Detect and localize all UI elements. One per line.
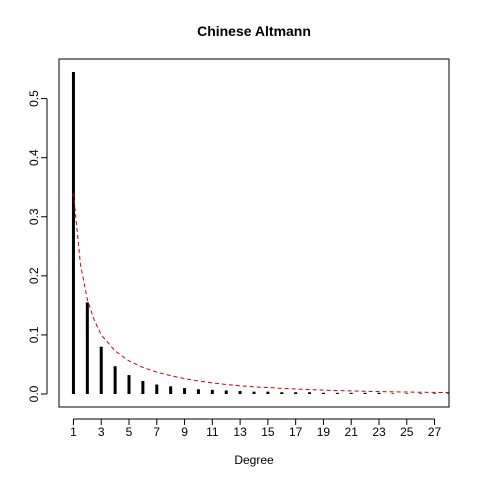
y-tick-label: 0.1 — [27, 326, 41, 343]
data-layer — [71, 71, 449, 395]
x-tick-label: 25 — [400, 425, 414, 439]
x-axis-title: Degree — [234, 453, 274, 467]
x-tick-label: 1 — [70, 425, 77, 439]
x-tick-label: 27 — [428, 425, 442, 439]
x-tick-label: 13 — [233, 425, 247, 439]
y-tick-label: 0.0 — [27, 385, 41, 402]
y-tick-label: 0.5 — [27, 90, 41, 107]
x-tick-label: 7 — [153, 425, 160, 439]
x-tick-label: 19 — [317, 425, 331, 439]
x-tick-label: 17 — [289, 425, 303, 439]
plot-area: 0.00.10.20.30.40.51 3 5 7 9 11 13 15 17 19 21 23 25 2… — [27, 58, 450, 439]
chart-title: Chinese Altmann — [197, 23, 311, 39]
x-tick-label: 5 — [126, 425, 133, 439]
x-tick-label: 9 — [181, 425, 188, 439]
x-tick-label: 21 — [345, 425, 359, 439]
plot-frame — [58, 58, 450, 408]
y-tick-label: 0.4 — [27, 149, 41, 166]
y-tick-label: 0.2 — [27, 267, 41, 284]
x-tick-label: 23 — [372, 425, 386, 439]
x-tick-label: 15 — [261, 425, 275, 439]
x-tick-label: 11 — [206, 425, 219, 439]
x-tick-label: 3 — [98, 425, 105, 439]
fitted-curve — [72, 193, 449, 394]
y-tick-label: 0.3 — [27, 208, 41, 225]
